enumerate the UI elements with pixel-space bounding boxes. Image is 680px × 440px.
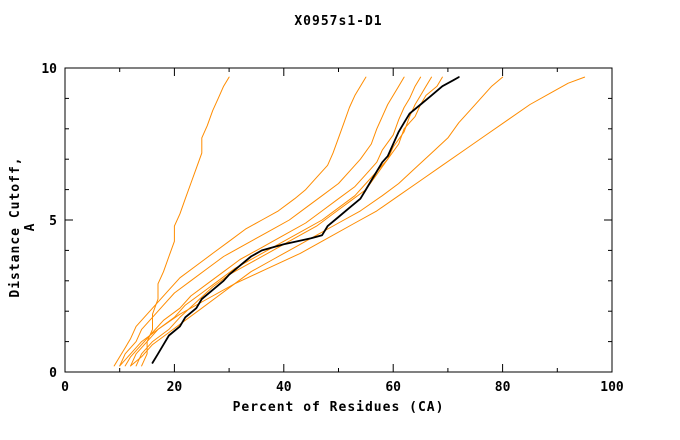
series-line-reference-black (151, 76, 460, 364)
x-axis-label: Percent of Residues (CA) (232, 400, 445, 415)
plot-frame (64, 67, 613, 373)
series-line-model-3 (119, 76, 405, 367)
series-line-model-steep (141, 76, 230, 367)
series-line-model-2 (113, 76, 367, 367)
x-tick-label: 20 (167, 380, 183, 395)
y-tick-label: 0 (49, 366, 57, 381)
series-line-model-5 (130, 76, 432, 367)
x-tick-label: 80 (495, 380, 511, 395)
x-tick-label: 0 (61, 380, 69, 395)
x-tick-label: 100 (600, 380, 624, 395)
series-line-model-8 (119, 76, 586, 367)
y-tick-label: 5 (49, 214, 57, 229)
series-line-model-4 (124, 76, 422, 367)
y-tick-label: 10 (41, 62, 57, 77)
series-line-model-6 (135, 76, 443, 367)
chart-title: X0957s1-D1 (294, 14, 383, 29)
x-tick-label: 40 (276, 380, 292, 395)
x-tick-label: 60 (385, 380, 401, 395)
series-line-model-7 (130, 76, 504, 367)
